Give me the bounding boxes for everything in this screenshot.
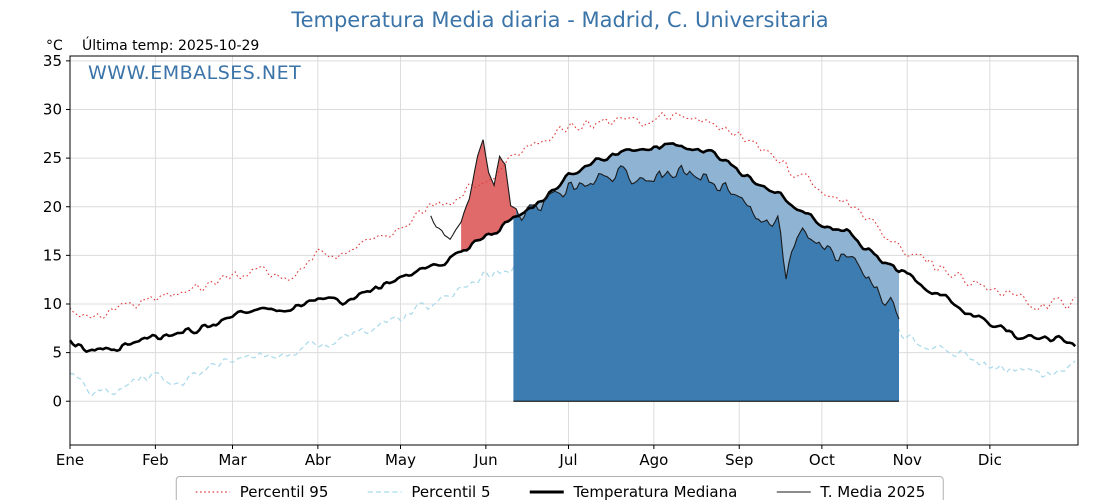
x-tick-label: Ago [639, 451, 668, 469]
y-tick-label: 0 [52, 392, 62, 410]
y-axis-unit-label: °C [46, 38, 63, 54]
legend-label: Percentil 95 [239, 483, 329, 500]
legend-item-percentil-95: Percentil 95 [195, 483, 329, 500]
temperatura-mediana-line [68, 142, 1077, 353]
t-media-2025-line-icon [776, 491, 811, 493]
chart-title: Temperatura Media diaria - Madrid, C. Un… [291, 8, 829, 32]
last-temp-label: Última temp: 2025-10-29 [82, 38, 260, 54]
x-tick-label: Mar [218, 451, 247, 469]
y-tick-label: 10 [43, 295, 62, 313]
legend: Percentil 95 Percentil 5 Temperatura Med… [175, 476, 945, 500]
mediana-line-icon [529, 490, 564, 494]
x-tick-label: Oct [809, 451, 835, 469]
percentil-95-line-icon [195, 491, 230, 493]
x-tick-label: Sep [725, 451, 753, 469]
legend-label: T. Media 2025 [820, 483, 926, 500]
x-tick-label: Jul [558, 451, 577, 469]
y-tick-label: 5 [52, 344, 62, 362]
fill-under-2025-curve [513, 165, 899, 402]
legend-label: Temperatura Mediana [573, 483, 738, 500]
x-tick-label: Feb [142, 451, 169, 469]
legend-item-mediana: Temperatura Mediana [528, 483, 737, 500]
percentil-5-line-icon [367, 491, 402, 493]
y-tick-label: 30 [43, 101, 62, 119]
y-tick-label: 25 [43, 149, 62, 167]
t-media-2025-line [430, 139, 900, 320]
y-tick-label: 20 [43, 198, 62, 216]
fill-2025-below-median [513, 143, 899, 320]
watermark: WWW.EMBALSES.NET [88, 62, 302, 84]
x-tick-label: May [385, 451, 416, 469]
x-tick-label: Ene [56, 451, 84, 469]
plot-border [69, 55, 1079, 446]
legend-item-percentil-5: Percentil 5 [366, 483, 490, 500]
x-tick-label: Nov [893, 451, 922, 469]
percentil-95-line [69, 111, 1076, 320]
percentil-5-line [69, 223, 1076, 397]
y-tick-label: 35 [43, 52, 62, 70]
x-tick-label: Dic [978, 451, 1002, 469]
y-tick-label: 15 [43, 246, 62, 264]
legend-label: Percentil 5 [411, 483, 491, 500]
x-tick-label: Abr [305, 451, 332, 469]
legend-item-t-media-2025: T. Media 2025 [775, 483, 925, 500]
x-tick-label: Jun [473, 451, 497, 469]
